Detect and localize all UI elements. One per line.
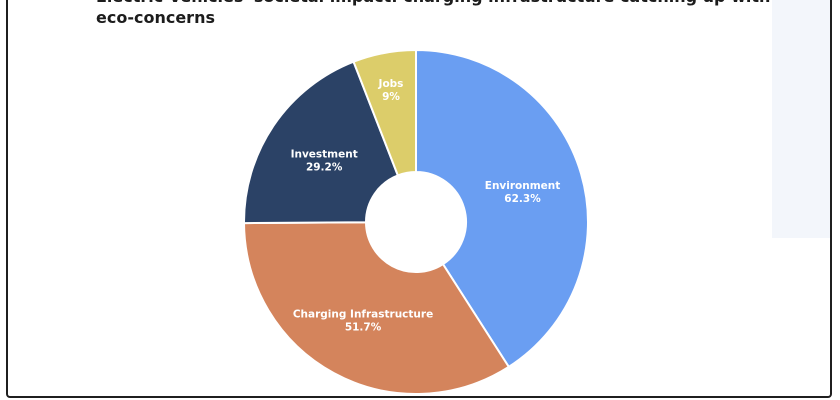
slice-value-environment: 62.3%: [504, 193, 541, 205]
slice-value-charging-infrastructure: 51.7%: [345, 322, 382, 334]
slice-charging-infrastructure: [242, 221, 511, 395]
slice-jobs: [352, 48, 417, 177]
slice-label-environment: Environment: [485, 180, 561, 192]
donut-slices: [242, 48, 589, 395]
slice-investment: [243, 60, 400, 225]
background-strip: [772, 0, 830, 238]
slice-label-jobs: Jobs: [378, 78, 404, 90]
slice-label-charging-infrastructure: Charging Infrastructure: [293, 309, 433, 321]
slice-value-investment: 29.2%: [306, 162, 343, 174]
slice-label-investment: Investment: [291, 149, 358, 161]
chart-title: Electric Vehicles' societal impact: char…: [96, 0, 770, 27]
slice-value-jobs: 9%: [382, 91, 400, 103]
